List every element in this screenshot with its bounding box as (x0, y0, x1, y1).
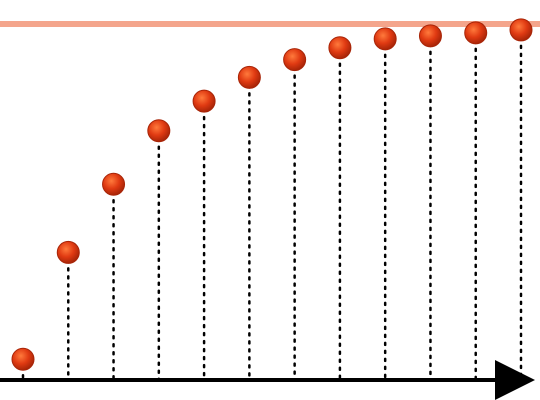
data-point (102, 172, 126, 196)
data-point (464, 21, 488, 45)
data-point (283, 48, 307, 72)
points-group (11, 18, 533, 371)
data-point (11, 347, 35, 371)
data-point (509, 18, 533, 42)
droplines-group (21, 28, 523, 382)
data-point (192, 89, 216, 113)
data-point (328, 36, 352, 60)
data-point (373, 27, 397, 51)
data-point (418, 24, 442, 48)
data-point (147, 119, 171, 143)
data-point (237, 65, 261, 89)
data-point (56, 240, 80, 264)
